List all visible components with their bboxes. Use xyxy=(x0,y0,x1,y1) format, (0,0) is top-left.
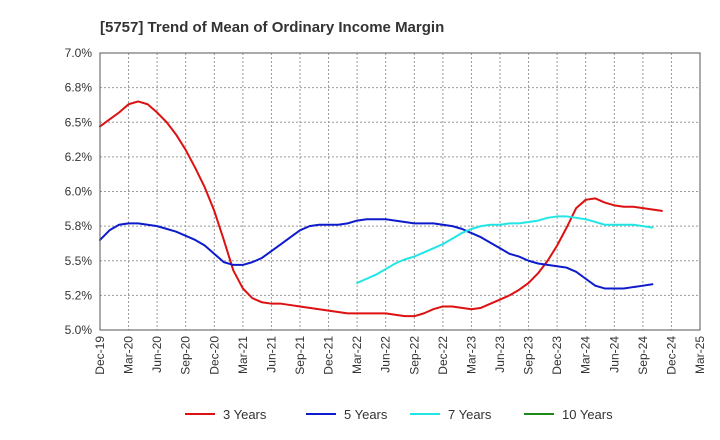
x-tick-label: Dec-20 xyxy=(207,336,221,375)
y-tick-label: 5.5% xyxy=(65,254,93,268)
x-tick-label: Sep-20 xyxy=(179,336,193,375)
x-tick-label: Mar-23 xyxy=(464,336,478,374)
y-tick-label: 6.2% xyxy=(65,150,93,164)
legend-item-3-years: 3 Years xyxy=(185,407,267,422)
x-tick-label: Mar-20 xyxy=(122,336,136,374)
x-tick-label: Jun-21 xyxy=(264,336,278,373)
x-tick-label: Sep-24 xyxy=(636,336,650,375)
legend-label: 10 Years xyxy=(562,407,613,422)
x-tick-label: Jun-20 xyxy=(150,336,164,373)
x-tick-label: Sep-22 xyxy=(407,336,421,375)
legend-item-10-years: 10 Years xyxy=(524,407,613,422)
x-tick-label: Sep-23 xyxy=(522,336,536,375)
x-tick-label: Jun-23 xyxy=(493,336,507,373)
x-tick-label: Dec-23 xyxy=(550,336,564,375)
y-tick-label: 7.0% xyxy=(65,46,93,60)
series-lines xyxy=(99,100,663,318)
series-line-3-years xyxy=(99,100,663,318)
x-tick-label: Jun-22 xyxy=(379,336,393,373)
legend-label: 3 Years xyxy=(223,407,267,422)
y-axis: 7.0% 6.8% 6.5% 6.2% 6.0% 5.8% 5.5% 5.2% 5.0% xyxy=(65,46,93,337)
x-tick-label: Jun-24 xyxy=(607,336,621,373)
y-tick-label: 5.2% xyxy=(65,288,93,302)
x-axis: Dec-19 Mar-20 Jun-20 Sep-20 Dec-20 Mar-21 Jun-… xyxy=(93,336,707,375)
x-tick-label: Mar-22 xyxy=(350,336,364,374)
x-tick-label: Dec-21 xyxy=(322,336,336,375)
chart-title: [5757] Trend of Mean of Ordinary Income … xyxy=(100,19,444,36)
x-tick-label: Dec-22 xyxy=(436,336,450,375)
x-tick-label: Dec-24 xyxy=(664,336,678,375)
y-tick-label: 5.0% xyxy=(65,323,93,337)
plot-border xyxy=(99,52,701,331)
x-tick-label: Sep-21 xyxy=(293,336,307,375)
legend-item-7-years: 7 Years xyxy=(410,407,492,422)
y-tick-label: 5.8% xyxy=(65,219,93,233)
x-tick-label: Mar-24 xyxy=(579,336,593,374)
y-tick-label: 6.8% xyxy=(65,81,93,95)
legend: 3 Years 5 Years 7 Years 10 Years xyxy=(185,407,613,422)
legend-item-5-years: 5 Years xyxy=(306,407,388,422)
legend-label: 7 Years xyxy=(448,407,492,422)
x-tick-label: Dec-19 xyxy=(93,336,107,375)
y-tick-label: 6.5% xyxy=(65,115,93,129)
series-line-5-years xyxy=(99,218,654,290)
legend-label: 5 Years xyxy=(344,407,388,422)
x-tick-label: Mar-21 xyxy=(236,336,250,374)
series-line-7-years xyxy=(356,215,654,284)
x-tick-label: Mar-25 xyxy=(693,336,707,374)
y-tick-label: 6.0% xyxy=(65,185,93,199)
